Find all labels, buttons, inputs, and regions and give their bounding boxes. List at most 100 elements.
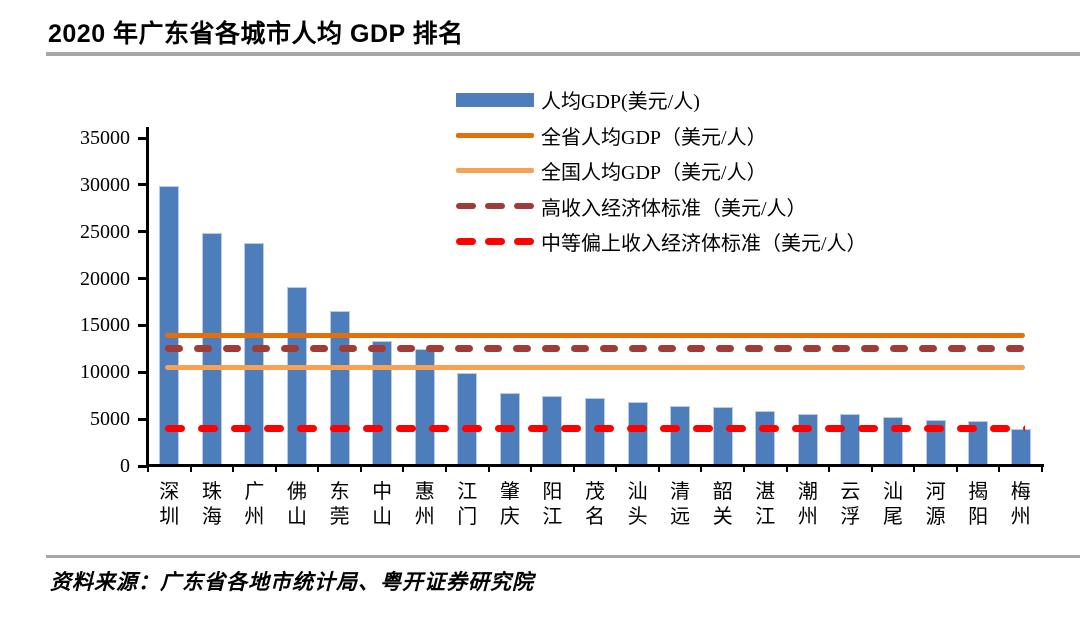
gdp-bar: [712, 406, 733, 465]
dash-segment: [194, 345, 213, 353]
x-axis-tick: [572, 467, 575, 472]
x-axis-category-label: 江 门: [457, 481, 478, 528]
dash-segment: [330, 424, 351, 432]
dash-segment: [745, 345, 764, 353]
dash-segment: [948, 345, 967, 353]
x-axis-tick: [147, 467, 149, 472]
source-note: 资料来源：广东省各地市统计局、粤开证券研究院: [50, 570, 534, 594]
dash-segment: [310, 345, 329, 353]
legend-item-high-income-threshold: 高收入经济体标准（美元/人）: [456, 192, 807, 221]
gdp-bar: [372, 341, 393, 465]
legend-bar-swatch: [456, 89, 534, 111]
y-axis-tick: [138, 464, 147, 468]
dash-segment: [429, 424, 450, 432]
x-axis-category-label: 揭 阳: [968, 481, 989, 528]
legend-item-upper-middle-income-threshold: 中等偏上收入经济体标准（美元/人）: [456, 227, 867, 256]
source-divider: [46, 555, 1080, 558]
dash-segment: [397, 345, 416, 353]
legend-label: 中等偏上收入经济体标准（美元/人）: [541, 233, 867, 255]
dash-segment: [658, 345, 677, 353]
x-axis-category-label: 茂 名: [585, 481, 605, 528]
dash-segment: [297, 424, 318, 432]
y-axis-tick: [138, 323, 147, 327]
x-axis-category-label: 潮 州: [797, 481, 818, 528]
y-axis-tick-label: 25000: [80, 220, 130, 243]
y-axis-tick-label: 15000: [80, 314, 130, 337]
dash-segment: [726, 424, 747, 432]
dash-segment: [513, 345, 532, 353]
x-axis-tick: [913, 467, 916, 472]
x-axis-category-label: 深 圳: [159, 481, 180, 528]
dash-segment: [1023, 424, 1025, 432]
gdp-bar: [627, 402, 648, 465]
x-axis-tick: [785, 467, 788, 472]
x-axis-category-label: 清 远: [670, 481, 691, 528]
dash-segment: [858, 424, 879, 432]
upper-middle-income-threshold-line: [165, 424, 1025, 432]
dash-segment: [825, 424, 846, 432]
dash-segment: [1006, 345, 1025, 353]
x-axis-category-label: 肇 庆: [499, 481, 520, 528]
dash-segment: [528, 424, 549, 432]
x-axis-tick: [445, 467, 447, 472]
gdp-bar: [1010, 429, 1031, 465]
dash-segment: [660, 424, 681, 432]
x-axis-tick: [828, 467, 831, 472]
x-axis-category-label: 梅 州: [1010, 481, 1031, 528]
x-axis-tick: [359, 467, 362, 472]
x-axis-category-label: 中 山: [372, 481, 393, 528]
dash-segment: [368, 345, 387, 353]
dash-segment: [629, 345, 648, 353]
gdp-bar: [457, 373, 478, 465]
gdp-bar: [159, 185, 180, 465]
x-axis-category-label: 惠 州: [414, 481, 435, 528]
dash-segment: [396, 424, 417, 432]
y-axis-tick: [138, 277, 147, 281]
dash-segment: [774, 345, 793, 353]
x-axis-tick: [998, 467, 1001, 472]
dash-segment: [455, 345, 474, 353]
y-axis-line: [146, 127, 149, 467]
dash-segment: [231, 424, 252, 432]
dash-segment: [165, 424, 186, 432]
dash-segment: [803, 345, 822, 353]
dash-segment: [919, 345, 938, 353]
dash-segment: [165, 345, 184, 353]
x-axis-tick: [487, 467, 490, 472]
dash-segment: [693, 424, 714, 432]
x-axis-tick: [657, 467, 660, 472]
y-axis-tick: [138, 417, 147, 421]
x-axis-tick: [274, 467, 277, 472]
legend-dashed-line-swatch: [456, 195, 534, 217]
legend-label: 高收入经济体标准（美元/人）: [541, 197, 807, 220]
x-axis-category-label: 东 莞: [329, 481, 350, 528]
legend-label: 人均GDP(美元/人): [541, 91, 700, 113]
y-axis-tick-label: 5000: [90, 408, 130, 431]
title-divider: [46, 52, 1080, 56]
x-axis-category-label: 佛 山: [287, 481, 307, 528]
dash-segment: [759, 424, 780, 432]
province-avg-gdp-line: [165, 333, 1025, 339]
chart-title: 2020 年广东省各城市人均 GDP 排名: [48, 20, 464, 48]
x-axis-category-label: 汕 头: [627, 481, 648, 528]
dash-segment: [594, 424, 615, 432]
dash-segment: [924, 424, 945, 432]
dash-segment: [484, 345, 503, 353]
dash-segment: [832, 345, 851, 353]
dash-segment: [977, 345, 996, 353]
national-avg-gdp-line: [165, 365, 1025, 371]
dash-segment: [861, 345, 880, 353]
x-axis-category-label: 云 浮: [840, 481, 861, 528]
legend-solid-line-swatch: [456, 124, 534, 146]
y-axis-tick: [138, 183, 147, 187]
gdp-bar: [840, 414, 861, 465]
y-axis-tick-label: 10000: [80, 361, 130, 384]
gdp-bar: [670, 406, 691, 465]
x-axis-category-label: 阳 江: [542, 481, 563, 528]
dash-segment: [571, 345, 590, 353]
dash-segment: [252, 345, 271, 353]
x-axis-tick: [530, 467, 533, 472]
y-axis-tick: [138, 370, 147, 374]
